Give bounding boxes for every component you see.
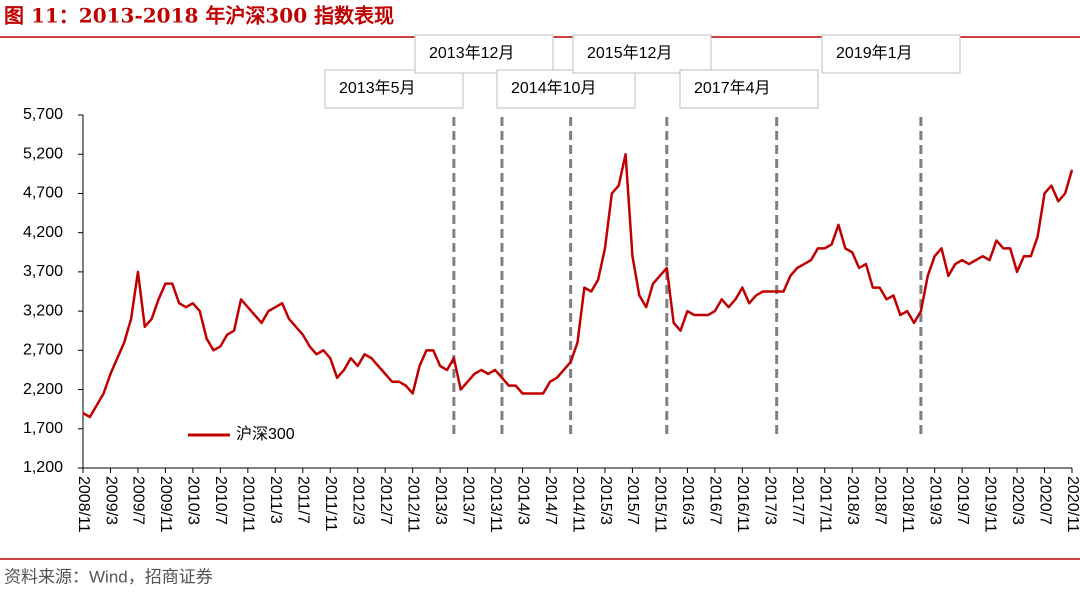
x-tick-label: 2013/11: [487, 476, 504, 533]
x-tick-label: 2018/11: [899, 476, 916, 533]
x-tick-label: 2011/11: [322, 476, 339, 532]
y-tick-label: 3,200: [23, 302, 63, 319]
x-tick-label: 2013/3: [432, 476, 449, 525]
y-tick-label: 2,700: [23, 342, 63, 359]
x-tick-label: 2010/3: [185, 476, 202, 525]
y-tick-label: 5,700: [23, 106, 63, 123]
x-tick-label: 2018/7: [871, 476, 888, 525]
x-tick-label: 2016/7: [707, 476, 724, 525]
x-tick-label: 2009/11: [157, 476, 174, 533]
annotation-box: [496, 69, 636, 109]
x-tick-label: 2009/7: [130, 476, 147, 525]
x-tick-label: 2010/11: [240, 476, 257, 533]
x-tick-label: 2020/3: [1009, 476, 1026, 525]
x-tick-label: 2011/7: [295, 476, 312, 524]
annotation-box: [572, 34, 712, 74]
x-tick-label: 2019/3: [926, 476, 943, 525]
x-tick-label: 2019/7: [954, 476, 971, 525]
x-tick-label: 2017/11: [817, 476, 834, 533]
x-tick-label: 2016/3: [679, 476, 696, 525]
y-tick-label: 3,700: [23, 263, 63, 280]
x-tick-label: 2017/7: [789, 476, 806, 525]
x-tick-label: 2014/3: [514, 476, 531, 525]
x-tick-label: 2015/7: [624, 476, 641, 525]
x-tick-label: 2014/7: [542, 476, 559, 525]
x-tick-label: 2014/11: [569, 476, 586, 533]
data-line: [82, 152, 1074, 419]
x-tick-label: 2012/3: [349, 476, 366, 525]
x-tick-label: 2010/7: [212, 476, 229, 525]
annotation-box: [679, 69, 819, 109]
y-tick-label: 2,200: [23, 381, 63, 398]
x-tick-label: 2012/11: [404, 476, 421, 533]
annotation-box: [821, 34, 961, 74]
x-tick-label: 2015/3: [597, 476, 614, 525]
annotation-label: 2014年10月: [511, 79, 596, 97]
annotation-box: [324, 69, 464, 109]
x-tick-label: 2018/3: [844, 476, 861, 525]
y-tick-label: 4,700: [23, 185, 63, 202]
annotation-label: 2017年4月: [694, 79, 771, 97]
annotation-label: 2015年12月: [587, 44, 672, 62]
chart-title: 图 11：2013-2018 年沪深300 指数表现: [4, 4, 394, 28]
y-tick-label: 1,700: [23, 420, 63, 437]
x-tick-label: 2012/7: [377, 476, 394, 525]
annotation-label: 2013年12月: [429, 44, 514, 62]
annotation-box: [414, 34, 554, 74]
x-tick-label: 2016/11: [734, 476, 751, 533]
y-tick-label: 1,200: [23, 459, 63, 476]
annotation-label: 2019年1月: [836, 44, 913, 62]
x-tick-label: 2019/11: [981, 476, 998, 533]
x-tick-label: 2015/11: [652, 476, 669, 533]
x-tick-label: 2017/3: [762, 476, 779, 525]
source-note: 资料来源：Wind，招商证券: [4, 567, 213, 586]
x-tick-label: 2011/3: [267, 476, 284, 524]
x-tick-label: 2013/7: [459, 476, 476, 525]
y-tick-label: 5,200: [23, 145, 63, 162]
x-tick-label: 2020/7: [1036, 476, 1053, 525]
x-tick-label: 2020/11: [1064, 476, 1080, 533]
legend-label: 沪深300: [236, 425, 295, 443]
x-tick-label: 2009/3: [102, 476, 119, 525]
x-tick-label: 2008/11: [75, 476, 92, 533]
annotation-label: 2013年5月: [339, 79, 416, 97]
y-tick-label: 4,200: [23, 224, 63, 241]
